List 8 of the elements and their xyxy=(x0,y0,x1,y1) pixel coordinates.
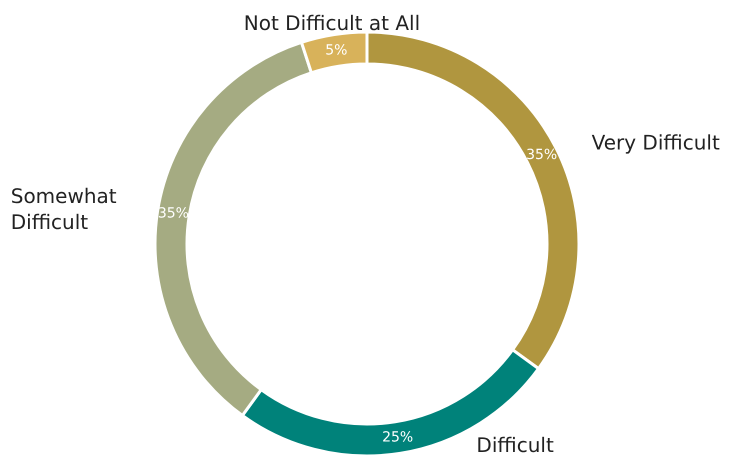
data-label: 35% xyxy=(526,147,558,164)
slice-label: Not Difficult at All xyxy=(244,10,420,35)
slice-label: Somewhat Difficult xyxy=(10,184,117,234)
data-label: 5% xyxy=(325,42,348,58)
slice-label: Difficult xyxy=(476,433,554,457)
data-label: 25% xyxy=(382,430,414,446)
slice-label: Very Difficult xyxy=(592,130,720,154)
data-label: 35% xyxy=(158,205,189,222)
